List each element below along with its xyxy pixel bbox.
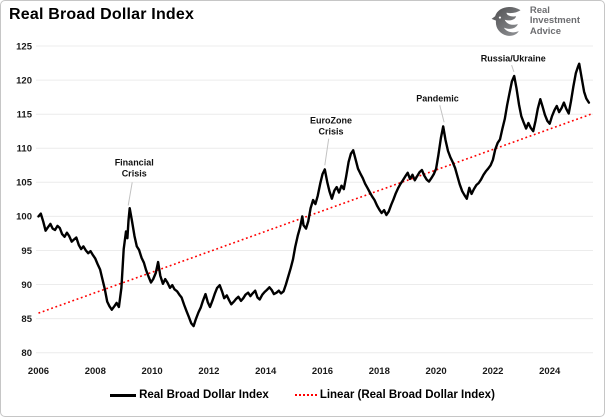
annotation-label: Crisis	[122, 169, 147, 179]
y-tick-label: 110	[17, 144, 32, 155]
logo-text: Real Investment Advice	[529, 4, 580, 38]
y-tick-label: 120	[16, 75, 32, 86]
index-line	[37, 62, 591, 328]
y-tick-label: 115	[17, 110, 33, 121]
y-tick-label: 105	[16, 178, 33, 189]
x-tick-label: 2016	[312, 366, 333, 377]
x-tick-label: 2024	[539, 366, 561, 377]
x-tick-label: 2012	[198, 366, 219, 377]
chart-legend: Real Broad Dollar Index Linear (Real Bro…	[1, 386, 604, 404]
x-tick-label: 2018	[369, 366, 390, 377]
x-tick-label: 2006	[28, 366, 49, 377]
x-tick-label: 2008	[85, 366, 106, 377]
legend-item-index: Real Broad Dollar Index	[110, 389, 269, 401]
y-tick-label: 125	[16, 41, 33, 52]
annotation-leader	[324, 138, 330, 166]
x-tick-label: 2022	[482, 366, 503, 377]
logo-line-1: Real	[529, 4, 550, 16]
page-title: Real Broad Dollar Index	[9, 6, 195, 23]
legend-item-linear: Linear (Real Broad Dollar Index)	[294, 389, 495, 401]
x-tick-label: 2010	[142, 366, 163, 377]
y-tick-label: 80	[21, 348, 32, 359]
real-investment-advice-logo: Real Investment Advice	[489, 4, 580, 39]
eagle-icon	[491, 7, 521, 36]
annotation-label: EuroZone	[310, 115, 352, 125]
trendline	[38, 113, 592, 314]
dotted-line-swatch	[294, 394, 317, 396]
annotation-label: Financial	[115, 158, 154, 168]
y-tick-label: 95	[21, 246, 32, 257]
annotation-label: Crisis	[318, 126, 343, 136]
y-tick-label: 90	[21, 280, 32, 291]
y-tick-label: 100	[16, 212, 32, 223]
annotation-leader	[127, 182, 133, 206]
x-tick-label: 2020	[426, 366, 447, 377]
logo-line-3: Advice	[529, 25, 561, 37]
solid-line-swatch	[110, 393, 137, 397]
annotation-label: Pandemic	[416, 94, 459, 104]
annotation-label: Russia/Ukraine	[481, 53, 546, 63]
legend-label-index: Real Broad Dollar Index	[139, 389, 269, 401]
legend-label-linear: Linear (Real Broad Dollar Index)	[319, 389, 495, 401]
annotation-leader	[439, 105, 445, 123]
logo-line-2: Investment	[529, 15, 580, 27]
y-tick-label: 85	[21, 314, 32, 325]
annotation-leader	[511, 64, 515, 73]
x-tick-label: 2014	[255, 366, 277, 377]
